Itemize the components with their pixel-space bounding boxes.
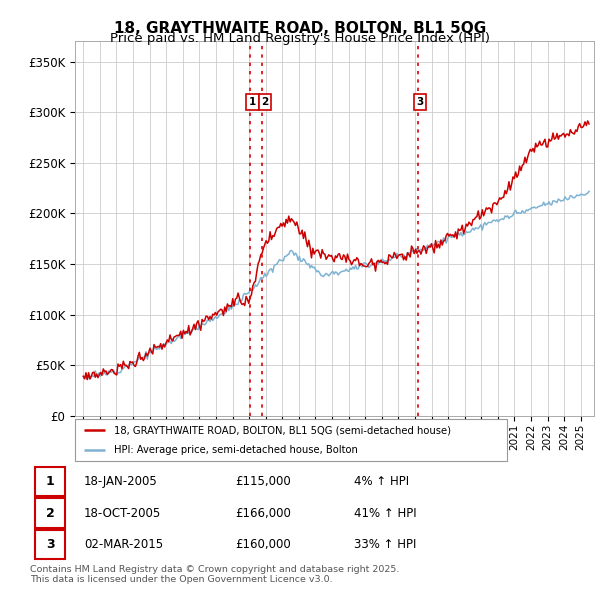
Text: HPI: Average price, semi-detached house, Bolton: HPI: Average price, semi-detached house,… [114,445,358,455]
Text: 4% ↑ HPI: 4% ↑ HPI [354,476,409,489]
Text: £166,000: £166,000 [235,506,291,520]
Text: 18-OCT-2005: 18-OCT-2005 [84,506,161,520]
Text: 3: 3 [46,537,55,550]
Text: 18, GRAYTHWAITE ROAD, BOLTON, BL1 5QG: 18, GRAYTHWAITE ROAD, BOLTON, BL1 5QG [114,21,486,35]
FancyBboxPatch shape [35,499,65,527]
Text: 1: 1 [46,476,55,489]
FancyBboxPatch shape [75,419,507,461]
Text: 3: 3 [416,97,424,107]
Text: 2: 2 [261,97,268,107]
Text: Price paid vs. HM Land Registry's House Price Index (HPI): Price paid vs. HM Land Registry's House … [110,32,490,45]
Text: £160,000: £160,000 [235,537,291,550]
Text: 2: 2 [46,506,55,520]
Text: 1: 1 [249,97,256,107]
Text: 18-JAN-2005: 18-JAN-2005 [84,476,158,489]
FancyBboxPatch shape [35,467,65,496]
Text: This data is licensed under the Open Government Licence v3.0.: This data is licensed under the Open Gov… [30,575,332,584]
Text: 02-MAR-2015: 02-MAR-2015 [84,537,163,550]
Text: £115,000: £115,000 [235,476,291,489]
Text: 33% ↑ HPI: 33% ↑ HPI [354,537,416,550]
FancyBboxPatch shape [35,530,65,559]
Text: 41% ↑ HPI: 41% ↑ HPI [354,506,416,520]
Text: 18, GRAYTHWAITE ROAD, BOLTON, BL1 5QG (semi-detached house): 18, GRAYTHWAITE ROAD, BOLTON, BL1 5QG (s… [114,425,451,435]
Text: Contains HM Land Registry data © Crown copyright and database right 2025.: Contains HM Land Registry data © Crown c… [30,565,400,574]
